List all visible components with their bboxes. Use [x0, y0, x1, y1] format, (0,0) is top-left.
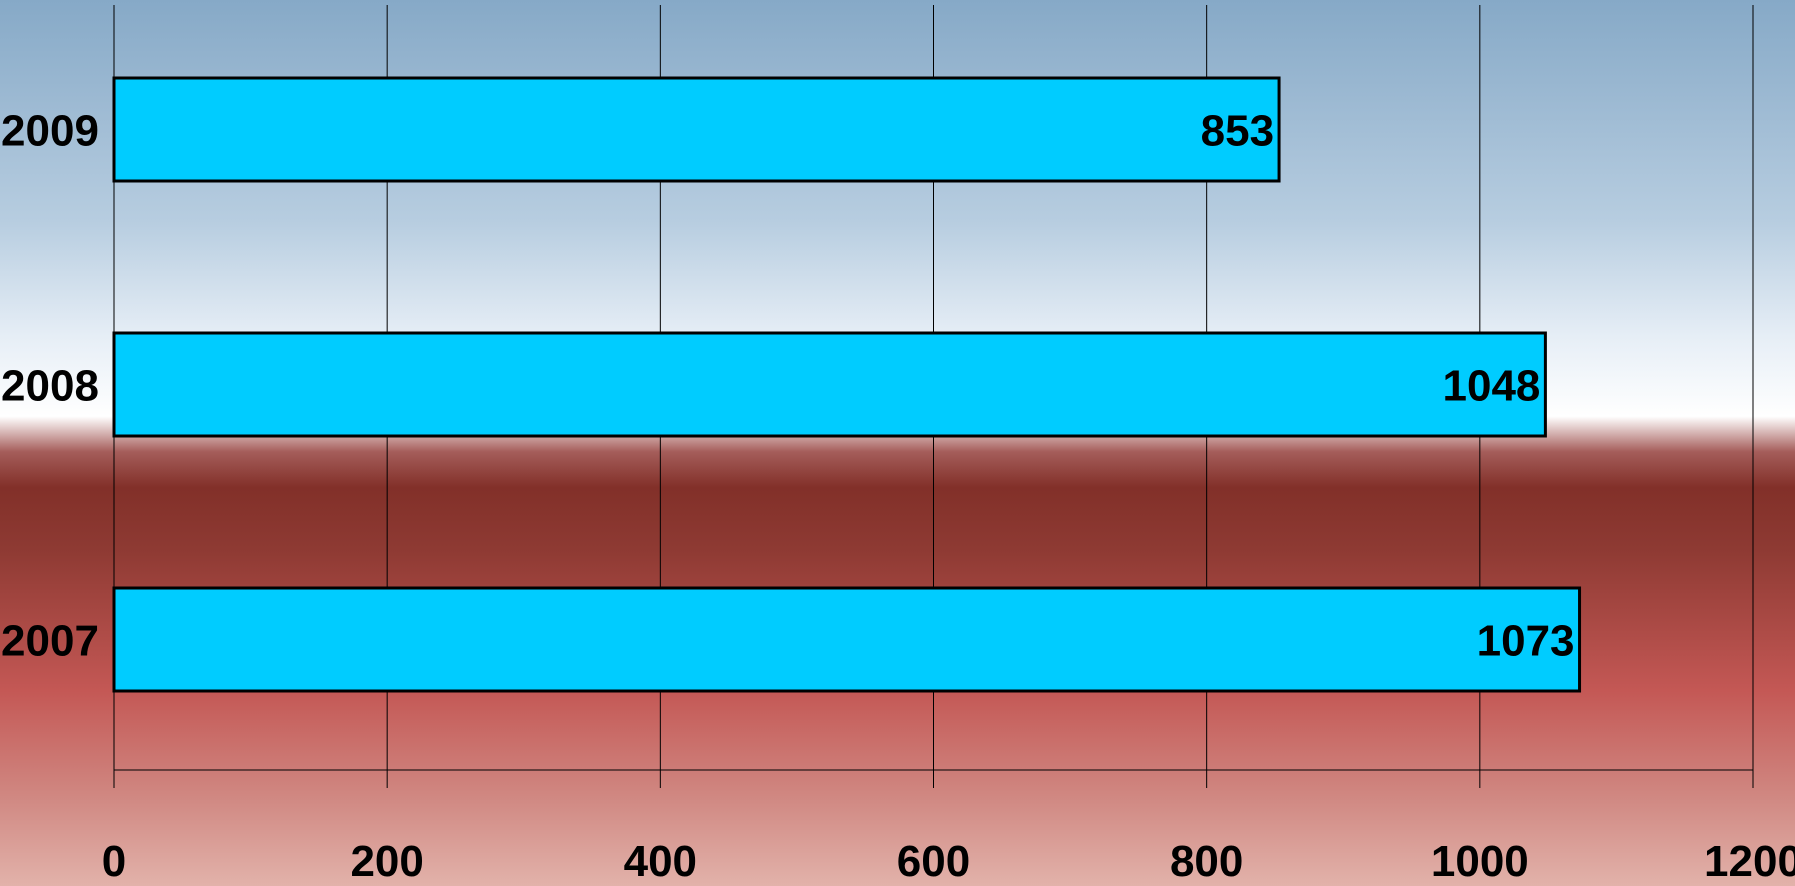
x-tick-label: 800 [1170, 837, 1243, 886]
x-tick-label: 200 [350, 837, 423, 886]
x-tick-label: 1200 [1704, 837, 1795, 886]
data-label: 1048 [1443, 362, 1541, 411]
bar [112, 76, 1281, 183]
category-label: 2009 [1, 107, 99, 156]
category-label: 2008 [1, 362, 99, 411]
bar [112, 586, 1582, 693]
x-tick-label: 400 [624, 837, 697, 886]
data-label: 1073 [1477, 617, 1575, 666]
category-label: 2007 [1, 617, 99, 666]
x-tick-label: 600 [897, 837, 970, 886]
data-label: 853 [1201, 107, 1274, 156]
bar [112, 331, 1547, 438]
x-tick-label: 1000 [1431, 837, 1529, 886]
x-tick-label: 0 [102, 837, 126, 886]
